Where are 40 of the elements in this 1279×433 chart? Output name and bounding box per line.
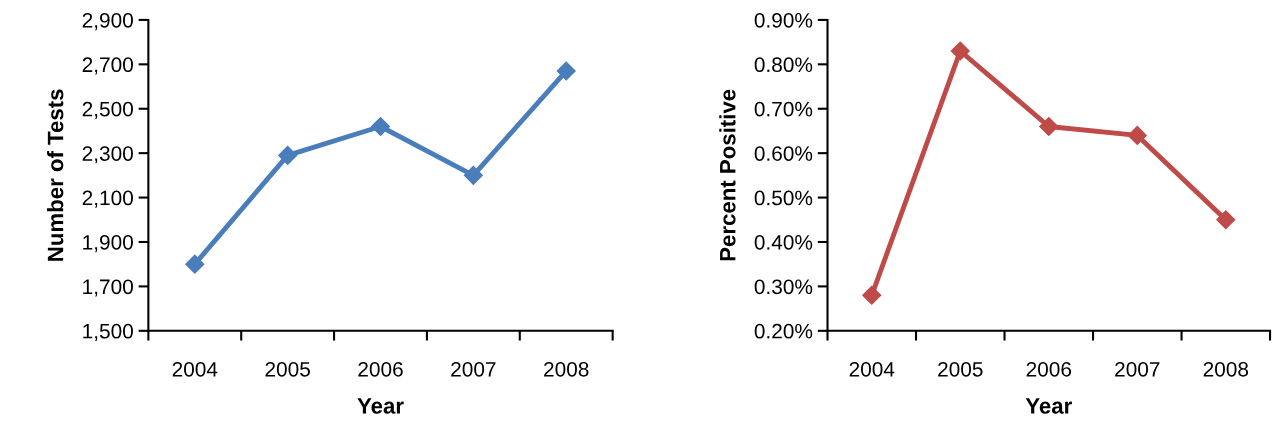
y-axis-title: Number of Tests	[47, 89, 64, 261]
point	[185, 254, 205, 274]
x-tick-label: 2004	[849, 361, 895, 377]
y-tick-label: 0.50%	[754, 190, 813, 206]
x-tick-label: 2008	[544, 361, 589, 377]
y-tick-label: 0.40%	[754, 234, 813, 250]
point	[1127, 125, 1147, 145]
x-tick-label: 2007	[451, 361, 496, 377]
point	[556, 61, 576, 81]
x-tick-label: 2005	[265, 361, 310, 377]
x-tick-label: 2004	[172, 361, 218, 377]
y-tick-label: 2,900	[82, 12, 133, 31]
y-tick-label: 2,300	[82, 146, 133, 164]
point	[1039, 116, 1059, 137]
y-tick-label: 0.80%	[754, 57, 813, 73]
x-tick-label: 2006	[1026, 361, 1072, 377]
x-tick-label: 2005	[938, 361, 983, 377]
y-tick-label: 2,500	[82, 101, 133, 119]
y-tick-label: 1,700	[83, 279, 133, 297]
y-tick-label: 0.30%	[754, 279, 813, 295]
y-tick-label: 1,900	[83, 234, 133, 253]
x-axis-title: Year	[357, 398, 404, 414]
x-tick-label: 2008	[1203, 361, 1249, 377]
point	[1216, 210, 1236, 230]
y-axis-title: Percent Positive	[719, 89, 736, 261]
point	[862, 285, 882, 305]
point	[370, 116, 391, 137]
point	[278, 145, 298, 165]
y-tick-label: 0.70%	[754, 101, 813, 117]
y-tick-label: 1,500	[83, 323, 133, 342]
y-tick-label: 2,100	[82, 190, 133, 208]
x-tick-label: 2007	[1115, 361, 1160, 377]
point	[463, 165, 483, 185]
x-axis-title: Year	[1025, 398, 1072, 414]
point	[950, 41, 970, 61]
y-tick-label: 2,700	[82, 57, 133, 75]
x-tick-label: 2006	[358, 361, 403, 377]
y-tick-label: 0.20%	[754, 323, 813, 339]
y-tick-label: 0.60%	[754, 146, 813, 161]
y-tick-label: 0.90%	[754, 12, 813, 28]
